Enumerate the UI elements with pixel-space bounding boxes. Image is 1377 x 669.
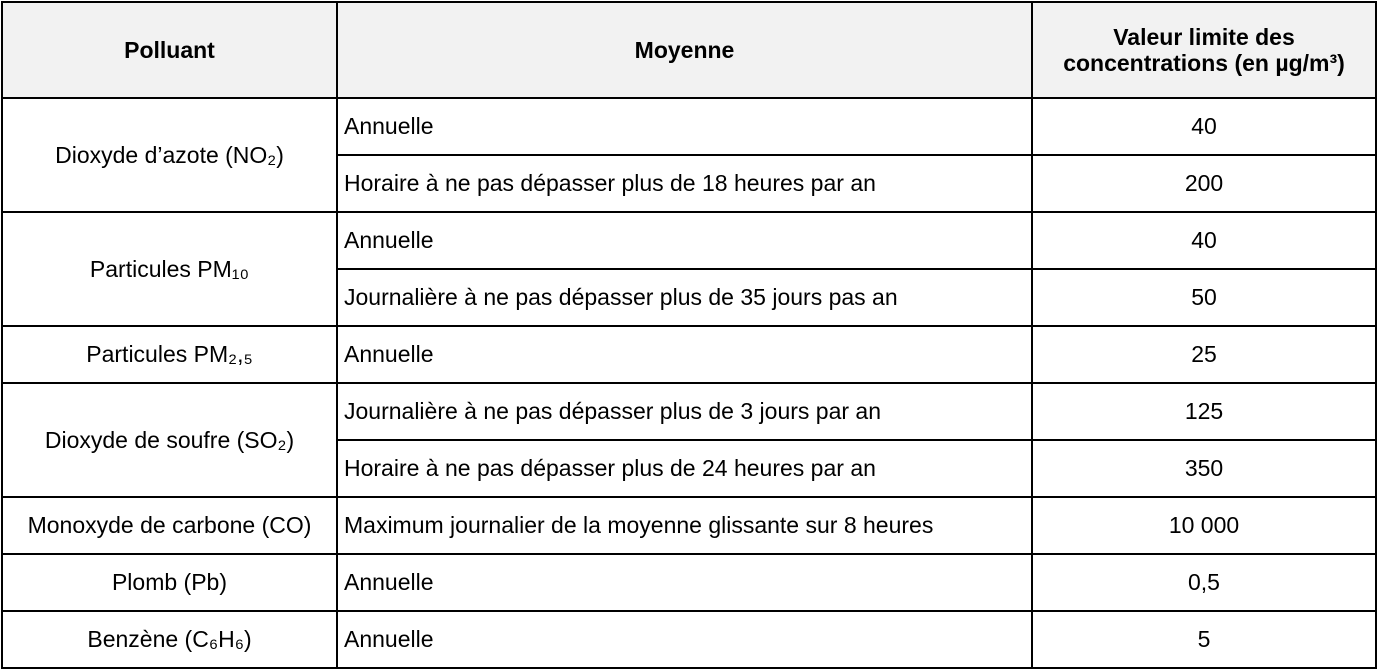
valeur-cell: 40 [1031,97,1377,156]
pollutant-cell: Dioxyde de soufre (SO₂) [1,382,338,498]
header-valeur-line1: Valeur limite des [1113,23,1295,50]
table-row: Horaire à ne pas dépasser plus de 24 heu… [2,439,1377,498]
table-row: Dioxyde d’azote (NO₂) Annuelle 40 [1,97,1377,213]
table-row: Dioxyde de soufre (SO₂) Journalière à ne… [1,382,1377,498]
header-moyenne: Moyenne [336,1,1033,99]
valeur-cell: 5 [1031,610,1377,669]
header-valeur: Valeur limite des concentrations (en µg/… [1031,1,1377,99]
pollutant-cell: Particules PM₁₀ [1,211,338,327]
pollutant-cell: Particules PM₂,₅ [1,325,338,384]
moyenne-cell: Journalière à ne pas dépasser plus de 35… [336,268,1033,327]
table-row: Journalière à ne pas dépasser plus de 35… [2,268,1377,327]
moyenne-cell: Annuelle [336,211,1033,270]
table-row: Monoxyde de carbone (CO) Maximum journal… [1,496,1377,555]
pollutant-cell: Plomb (Pb) [1,553,338,612]
table-row: Plomb (Pb) Annuelle 0,5 [1,553,1377,612]
moyenne-cell: Maximum journalier de la moyenne glissan… [336,496,1033,555]
table-row: Particules PM₂,₅ Annuelle 25 [1,325,1377,384]
moyenne-cell: Journalière à ne pas dépasser plus de 3 … [336,382,1033,441]
valeur-cell: 0,5 [1031,553,1377,612]
moyenne-cell: Horaire à ne pas dépasser plus de 18 heu… [336,154,1033,213]
moyenne-cell: Annuelle [336,325,1033,384]
valeur-cell: 125 [1031,382,1377,441]
moyenne-cell: Horaire à ne pas dépasser plus de 24 heu… [336,439,1033,498]
table-row: Benzène (C₆H₆) Annuelle 5 [1,610,1377,669]
moyenne-cell: Annuelle [336,97,1033,156]
valeur-cell: 200 [1031,154,1377,213]
moyenne-cell: Annuelle [336,553,1033,612]
table-row: Particules PM₁₀ Annuelle 40 [1,211,1377,327]
moyenne-cell: Annuelle [336,610,1033,669]
pollutant-cell: Benzène (C₆H₆) [1,610,338,669]
valeur-cell: 10 000 [1031,496,1377,555]
valeur-cell: 50 [1031,268,1377,327]
header-valeur-line2: concentrations (en µg/m³) [1063,50,1345,76]
header-row: Polluant Moyenne Valeur limite des conce… [1,1,1377,99]
header-pollutant: Polluant [1,1,338,99]
valeur-cell: 25 [1031,325,1377,384]
valeur-cell: 350 [1031,439,1377,498]
valeur-cell: 40 [1031,211,1377,270]
table-row: Horaire à ne pas dépasser plus de 18 heu… [2,154,1377,213]
pollutant-cell: Monoxyde de carbone (CO) [1,496,338,555]
pollutant-cell: Dioxyde d’azote (NO₂) [1,97,338,213]
